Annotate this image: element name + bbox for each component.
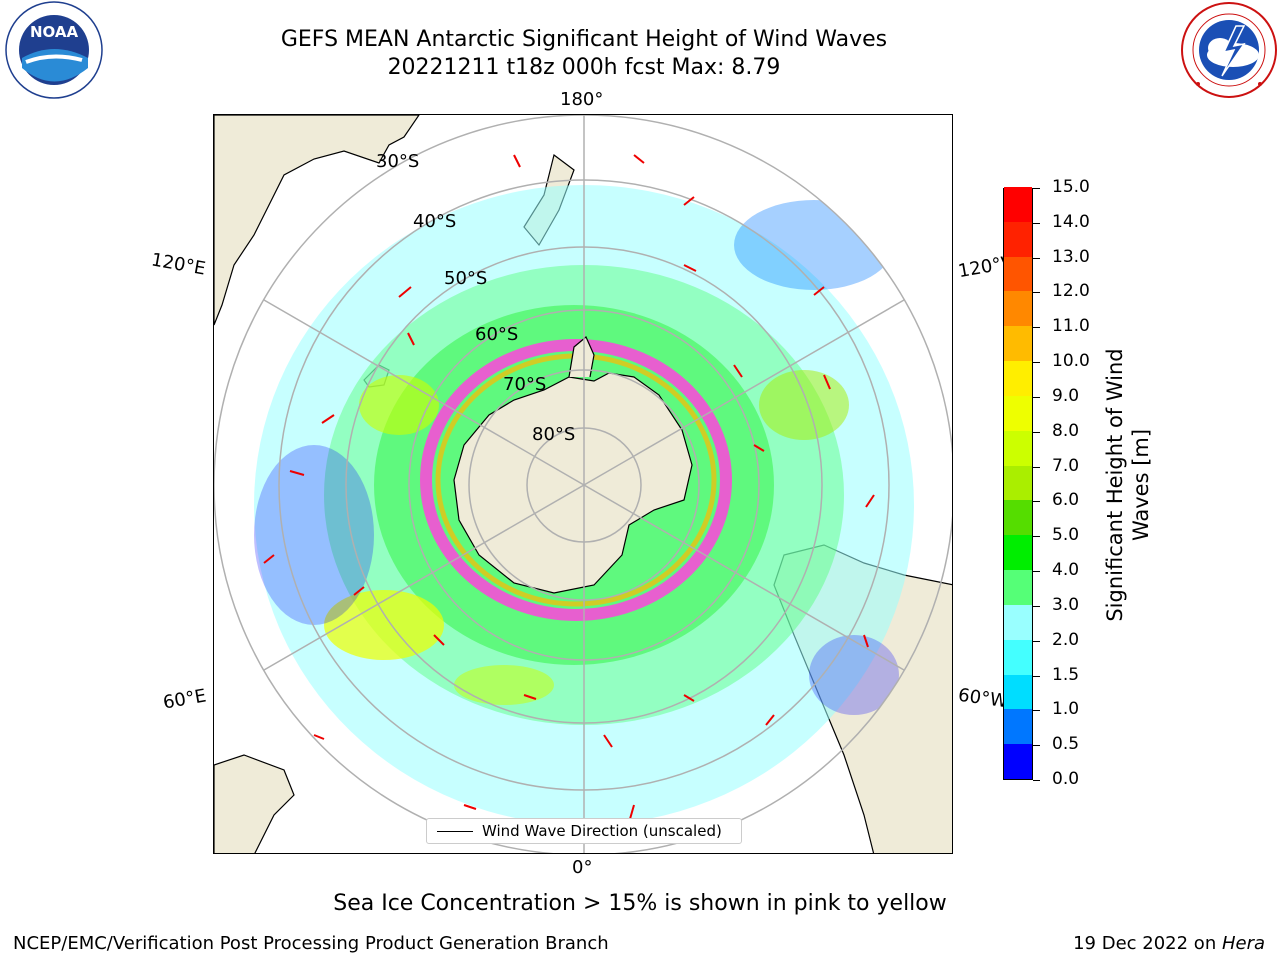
- colorbar-tick-mark: [1033, 605, 1040, 607]
- colorbar-tick-mark: [1033, 710, 1040, 712]
- footer-right: 19 Dec 2022 on Hera: [1073, 933, 1265, 954]
- colorbar-tick-label: 13.0: [1052, 246, 1090, 267]
- colorbar-tick-label: 10.0: [1052, 351, 1090, 372]
- colorbar-tick-mark: [1033, 396, 1040, 398]
- colorbar-tick-label: 9.0: [1052, 385, 1080, 406]
- lat-label-30s: 30°S: [376, 151, 420, 172]
- colorbar-tick-label: 2.0: [1052, 629, 1080, 650]
- colorbar-tick-mark: [1033, 222, 1040, 224]
- sea-ice-note: Sea Ice Concentration > 15% is shown in …: [333, 891, 947, 916]
- colorbar-tick-mark: [1033, 640, 1040, 642]
- legend-label: Wind Wave Direction (unscaled): [482, 822, 722, 840]
- lat-label-80s: 80°S: [532, 424, 576, 445]
- noaa-logo: NOAA: [2, 0, 106, 100]
- colorbar-tick-mark: [1033, 780, 1040, 781]
- polar-map-svg: [214, 115, 952, 853]
- colorbar-segment: [1004, 604, 1032, 640]
- footer-left: NCEP/EMC/Verification Post Processing Pr…: [13, 933, 609, 954]
- lat-label-40s: 40°S: [413, 211, 457, 232]
- colorbar-tick-label: 11.0: [1052, 316, 1090, 337]
- graticule: [214, 115, 952, 853]
- colorbar-tick-mark: [1033, 188, 1040, 189]
- lon-label-60e: 60°E: [161, 685, 208, 714]
- colorbar-tick-mark: [1033, 292, 1040, 294]
- colorbar-tick-mark: [1033, 501, 1040, 503]
- polar-map: [213, 114, 953, 854]
- lat-label-50s: 50°S: [444, 268, 488, 289]
- colorbar-segment: [1004, 325, 1032, 362]
- map-legend: Wind Wave Direction (unscaled): [426, 818, 742, 844]
- colorbar-tick-label: 1.0: [1052, 699, 1080, 720]
- colorbar-tick-label: 14.0: [1052, 211, 1090, 232]
- africa-land: [214, 754, 295, 853]
- lon-label-60w: 60°W: [956, 684, 1009, 713]
- colorbar-title: Significant Height of Wind Waves [m]: [1098, 190, 1158, 780]
- colorbar-segment: [1004, 430, 1032, 466]
- colorbar-tick-label: 12.0: [1052, 281, 1090, 302]
- colorbar-tick-mark: [1033, 362, 1040, 364]
- colorbar-segment: [1004, 465, 1032, 501]
- lon-label-180: 180°: [560, 89, 604, 110]
- colorbar-segment: [1004, 569, 1032, 605]
- colorbar-segment: [1004, 360, 1032, 396]
- footer-date: 19 Dec 2022 on: [1073, 933, 1222, 954]
- antarctica-land: [453, 372, 693, 594]
- colorbar-tick-label: 6.0: [1052, 490, 1080, 511]
- colorbar-title-line2: Waves [m]: [1129, 428, 1153, 542]
- lat-label-70s: 70°S: [503, 374, 547, 395]
- colorbar-segment: [1004, 499, 1032, 536]
- colorbar-tick-label: 1.5: [1052, 664, 1080, 685]
- colorbar-tick-mark: [1033, 466, 1040, 468]
- colorbar-tick-mark: [1033, 745, 1040, 747]
- chart-subtitle: 20221211 t18z 000h fcst Max: 8.79: [387, 55, 781, 80]
- colorbar-tick-label: 7.0: [1052, 455, 1080, 476]
- footer-machine: Hera: [1221, 933, 1265, 954]
- colorbar-tick-label: 8.0: [1052, 420, 1080, 441]
- colorbar-tick-mark: [1033, 536, 1040, 538]
- colorbar-segment: [1004, 395, 1032, 431]
- australia-land: [214, 115, 420, 326]
- colorbar-tick-mark: [1033, 571, 1040, 573]
- colorbar-tick-mark: [1033, 327, 1040, 329]
- colorbar-tick-mark: [1033, 675, 1040, 677]
- colorbar-segment: [1004, 256, 1032, 292]
- colorbar-tick-mark: [1033, 431, 1040, 433]
- colorbar-segment: [1004, 186, 1032, 222]
- chart-title: GEFS MEAN Antarctic Significant Height o…: [280, 27, 888, 52]
- colorbar-tick-label: 0.0: [1052, 769, 1080, 789]
- wind-wave-arrows: [263, 154, 875, 820]
- colorbar-segment: [1004, 534, 1032, 571]
- colorbar-tick-label: 4.0: [1052, 560, 1080, 581]
- legend-line-swatch: [437, 830, 473, 832]
- lat-label-60s: 60°S: [475, 324, 519, 345]
- colorbar-tick-label: 15.0: [1052, 177, 1090, 197]
- colorbar-segment: [1004, 639, 1032, 675]
- antarctic-peninsula-land: [568, 336, 595, 378]
- colorbar-tick-label: 5.0: [1052, 525, 1080, 546]
- colorbar-segment: [1004, 708, 1032, 745]
- nws-logo: [1178, 0, 1280, 100]
- lon-label-0: 0°: [572, 857, 593, 878]
- colorbar-segment: [1004, 290, 1032, 327]
- lon-label-120e: 120°E: [149, 249, 208, 280]
- colorbar-tick-label: 3.0: [1052, 594, 1080, 615]
- colorbar-tick-label: 0.5: [1052, 734, 1080, 755]
- colorbar-segment: [1004, 743, 1032, 779]
- colorbar-segment: [1004, 221, 1032, 257]
- colorbar-tick-mark: [1033, 257, 1040, 259]
- colorbar: [1003, 186, 1033, 780]
- colorbar-title-line1: Significant Height of Wind: [1102, 348, 1127, 622]
- noaa-logo-text: NOAA: [30, 23, 79, 41]
- colorbar-segment: [1004, 674, 1032, 710]
